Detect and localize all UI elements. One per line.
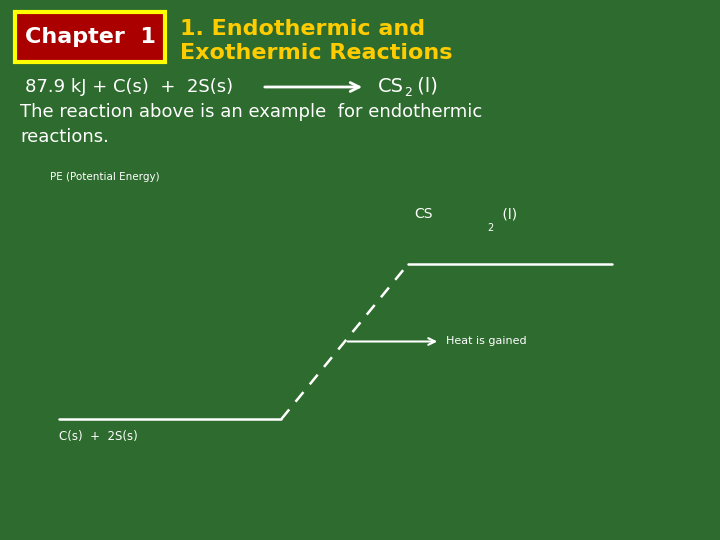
Text: 87.9 kJ + C(s)  +  2S(s): 87.9 kJ + C(s) + 2S(s) [25,78,233,96]
Text: (l): (l) [411,77,438,96]
Text: 2: 2 [404,85,412,98]
Text: Exothermic Reactions: Exothermic Reactions [180,43,452,63]
FancyBboxPatch shape [15,12,165,62]
Text: 1. Endothermic and: 1. Endothermic and [180,19,425,39]
Text: Heat is gained: Heat is gained [446,336,527,347]
Text: PE (Potential Energy): PE (Potential Energy) [50,172,159,182]
Text: CS: CS [378,77,404,96]
Text: Chapter  1: Chapter 1 [24,27,156,47]
Text: CS: CS [415,207,433,221]
Text: 2: 2 [487,223,494,233]
Text: C(s)  +  2S(s): C(s) + 2S(s) [59,430,138,443]
Text: (l): (l) [498,207,518,221]
Text: reactions.: reactions. [20,128,109,146]
Text: The reaction above is an example  for endothermic: The reaction above is an example for end… [20,103,482,121]
